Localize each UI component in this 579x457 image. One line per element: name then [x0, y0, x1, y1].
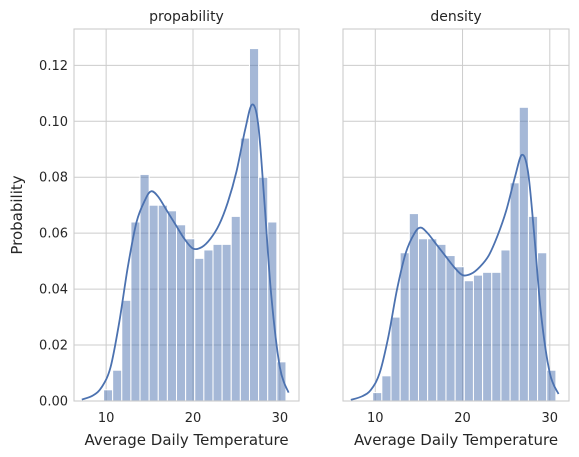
x-tick-label: 20 — [454, 411, 471, 426]
histogram-bar — [445, 255, 456, 402]
histogram-bar — [194, 257, 205, 402]
y-tick-label: 0.10 — [39, 115, 68, 130]
histogram-bar — [463, 280, 474, 402]
histogram-bar — [527, 215, 539, 402]
y-tick-label: 0.00 — [39, 395, 68, 410]
histogram-bar — [390, 316, 401, 402]
x-axis-label: Average Daily Temperature — [354, 431, 558, 449]
subplot-density: 10 20 30 density Average Daily Temperature — [342, 9, 570, 449]
histogram-bar — [212, 243, 223, 402]
histogram-bar — [103, 389, 114, 402]
histogram-bars — [372, 106, 557, 402]
histogram-bar — [509, 182, 520, 402]
histogram-bar — [454, 266, 465, 402]
histogram-bar — [427, 238, 438, 402]
histogram-bar — [157, 204, 168, 402]
subplot-title: propability — [149, 9, 224, 25]
histogram-bar — [381, 375, 392, 402]
histogram-bar — [518, 106, 529, 402]
histogram-bar — [148, 204, 159, 402]
histogram-bar — [166, 210, 178, 402]
x-axis-label: Average Daily Temperature — [84, 431, 288, 449]
histogram-bar — [372, 392, 383, 402]
x-tick-labels: 10 20 30 — [98, 411, 288, 426]
y-tick-label: 0.12 — [39, 59, 68, 74]
x-tick-label: 10 — [367, 411, 384, 426]
histogram-bar — [185, 238, 196, 402]
x-tick-label: 30 — [542, 411, 559, 426]
y-tick-label: 0.02 — [39, 339, 68, 354]
histogram-bar — [112, 369, 123, 402]
histogram-bar — [417, 238, 429, 402]
axes-frame — [73, 28, 300, 402]
histogram-bar — [121, 299, 132, 402]
subplot-title: density — [430, 9, 481, 25]
histogram-bar — [203, 249, 214, 402]
y-axis-label: Probability — [8, 175, 26, 254]
histogram-bars — [103, 48, 287, 402]
histogram-bar — [472, 274, 484, 402]
histogram-bar — [130, 221, 141, 402]
y-tick-labels: 0.00 0.02 0.04 0.06 0.08 0.10 0.12 — [39, 59, 68, 410]
histogram-bar — [258, 176, 269, 402]
axes-frame — [342, 28, 570, 402]
y-tick-label: 0.08 — [39, 171, 68, 186]
kde-curve — [81, 103, 290, 401]
histogram-bar — [230, 215, 241, 402]
histogram-bar — [276, 361, 287, 402]
histogram-bar — [248, 48, 260, 402]
histogram-bar — [399, 252, 410, 402]
kde-curve — [350, 153, 560, 401]
histogram-bar — [239, 137, 250, 402]
y-tick-label: 0.06 — [39, 227, 68, 242]
x-tick-labels: 10 20 30 — [367, 411, 558, 426]
histogram-bar — [221, 243, 232, 402]
subplot-probability: 10 20 30 0.00 0.02 0.04 0.06 0.08 0.10 0.12 prop… — [8, 9, 300, 449]
x-tick-label: 10 — [98, 411, 115, 426]
histogram-bar — [176, 224, 187, 402]
histogram-bar — [482, 271, 493, 402]
x-tick-label: 20 — [185, 411, 202, 426]
histogram-bar — [491, 271, 502, 402]
histogram-bar — [436, 243, 447, 402]
y-tick-label: 0.04 — [39, 283, 68, 298]
histogram-bar — [500, 249, 511, 402]
x-tick-label: 30 — [272, 411, 289, 426]
